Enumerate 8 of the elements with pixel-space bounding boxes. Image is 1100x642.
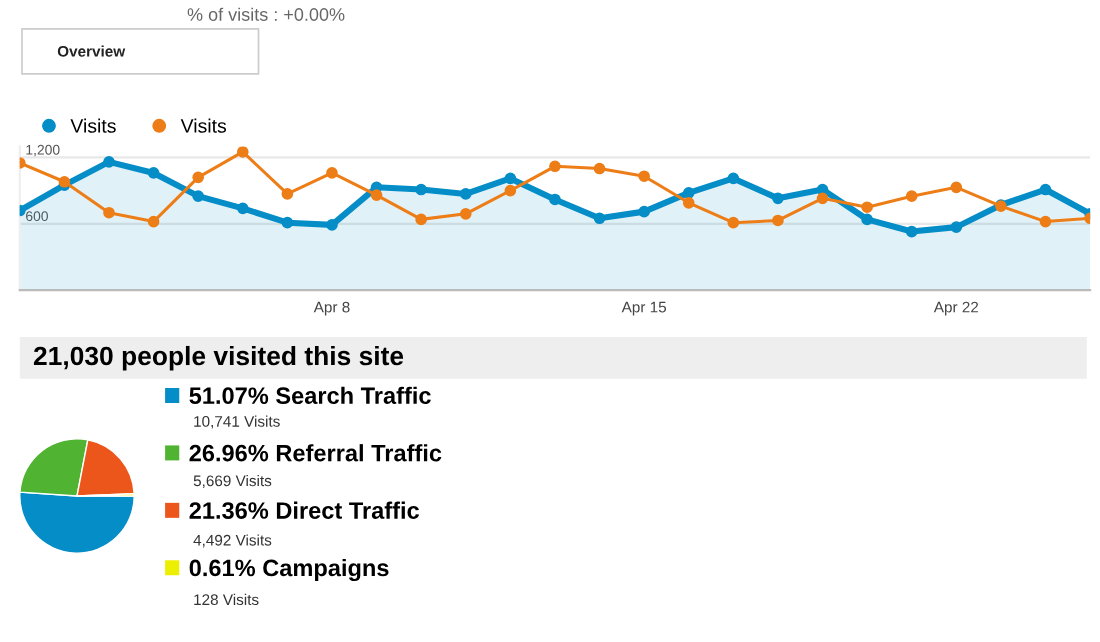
legend-label: 51.07% Search Traffic xyxy=(189,386,431,405)
legend-label: 21.36% Direct Traffic xyxy=(189,501,419,519)
text: % of visits : +0.00% xyxy=(187,7,345,21)
legend-label: Visits xyxy=(70,118,116,133)
legend-label: 0.61% Campaigns xyxy=(189,558,389,582)
legend-label: 26.96% Referral Traffic xyxy=(189,444,442,462)
chart-title: 21,030 people visited this site xyxy=(33,345,404,371)
legend-label: Visits xyxy=(180,118,227,133)
